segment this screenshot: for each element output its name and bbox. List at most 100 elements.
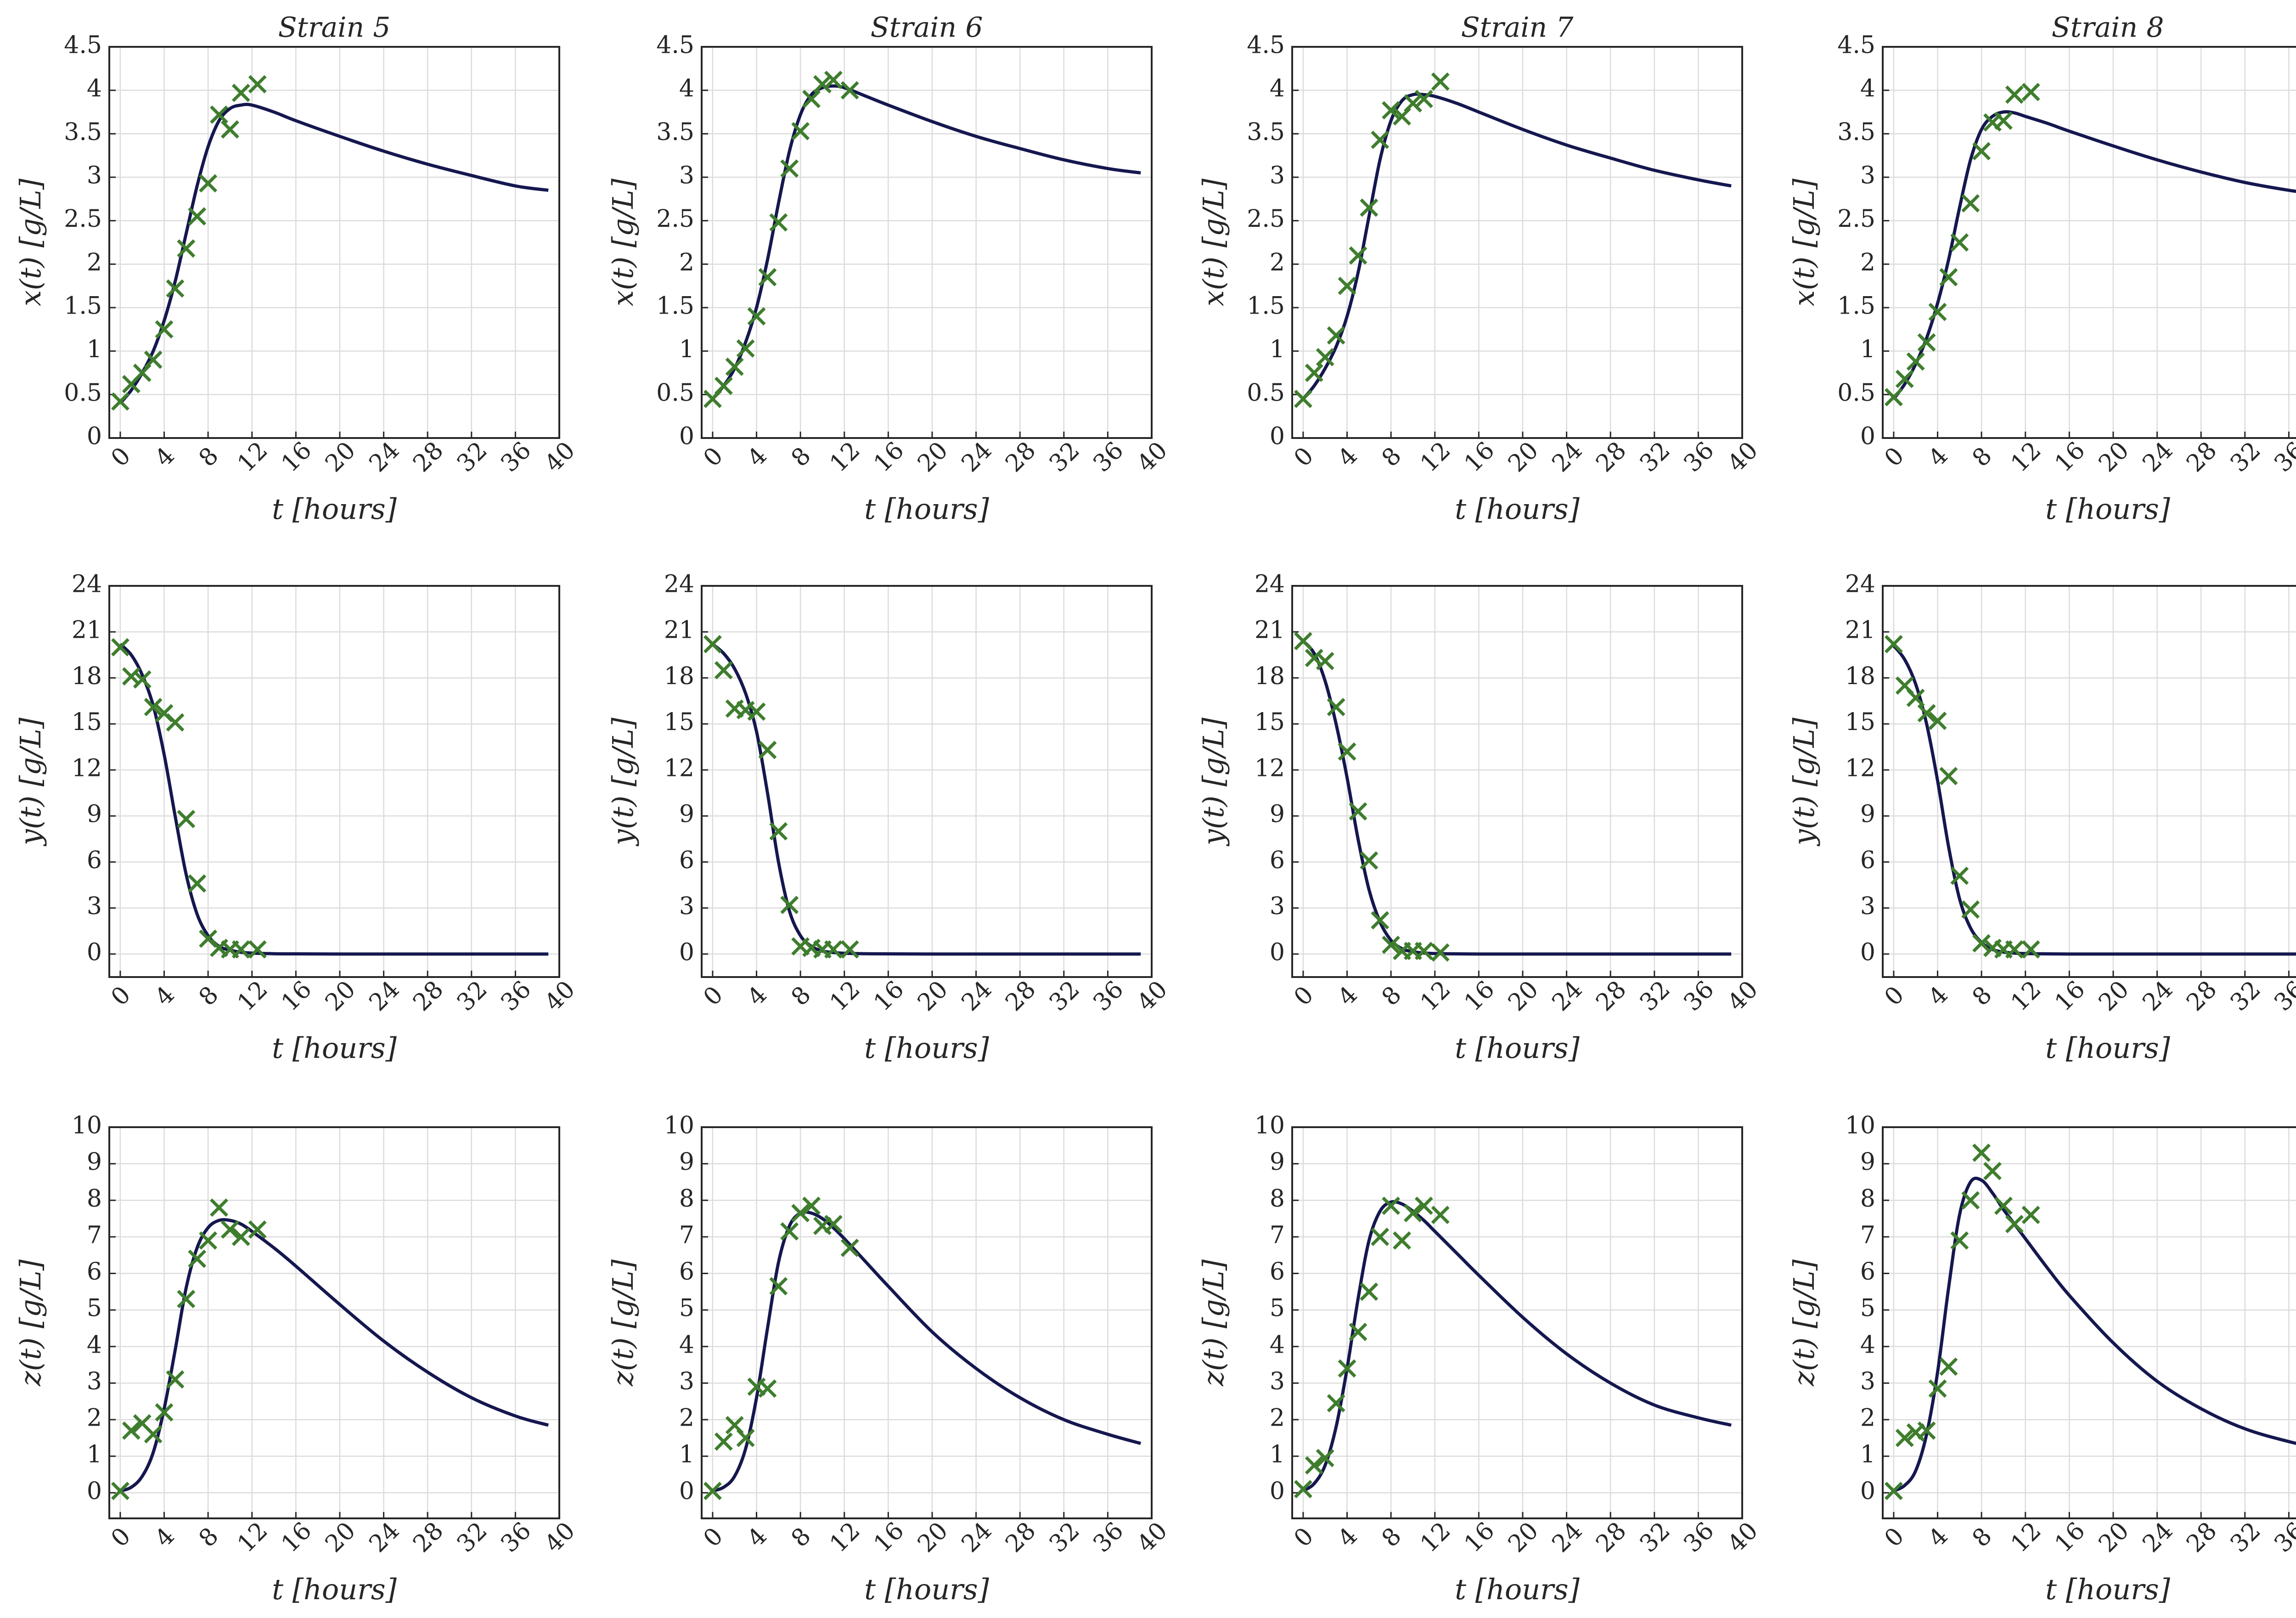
y-tick-label: 0	[1860, 938, 1875, 966]
x-tick-label: 12	[2006, 1517, 2047, 1558]
y-tick-label: 4	[679, 1331, 694, 1359]
y-tick-label: 9	[1270, 1148, 1285, 1176]
observation-point	[166, 279, 185, 298]
panel-title: Strain 5	[278, 11, 391, 44]
observation-point	[1316, 348, 1334, 366]
x-tick-label: 12	[1415, 1517, 1456, 1558]
y-tick-label: 0	[87, 1478, 102, 1505]
observation-point	[1917, 1421, 1936, 1440]
observation-point	[802, 1197, 821, 1215]
panel-title: Strain 8	[2052, 11, 2164, 44]
y-tick-label: 0.5	[1247, 379, 1285, 407]
observation-point	[758, 268, 777, 287]
y-tick-label: 24	[1255, 571, 1285, 598]
y-tick-label: 2	[679, 1405, 694, 1432]
axes-box	[701, 585, 1153, 978]
observation-point	[144, 1425, 163, 1444]
y-tick-label: 2	[1270, 1405, 1285, 1432]
y-tick-label: 0.5	[64, 379, 102, 407]
x-tick-label: 20	[320, 976, 361, 1017]
observation-point	[1305, 1456, 1323, 1475]
axes-box	[701, 46, 1153, 439]
y-axis-label: y(t) [g/L]	[1197, 717, 1230, 847]
x-axis-label: t [hours]	[1455, 492, 1580, 526]
x-tick-label: 20	[1503, 1517, 1544, 1558]
observation-point	[813, 75, 832, 94]
x-axis-label: t [hours]	[2045, 1031, 2170, 1065]
axes-box	[108, 585, 560, 978]
y-tick-label: 7	[1860, 1221, 1875, 1249]
observation-point	[1327, 698, 1345, 716]
y-tick-label: 0	[1860, 423, 1875, 450]
observation-point	[1349, 246, 1367, 265]
y-tick-label: 9	[1860, 1148, 1875, 1176]
x-tick-label: 32	[1635, 976, 1676, 1017]
observation-point	[2005, 940, 2024, 959]
y-tick-label: 6	[1860, 1258, 1875, 1286]
x-tick-label: 16	[2049, 437, 2090, 478]
y-tick-label: 0	[1270, 938, 1285, 966]
x-tick-label: 4	[150, 981, 180, 1011]
y-tick-label: 3.5	[1247, 118, 1285, 146]
x-tick-label: 16	[276, 437, 317, 478]
observation-point	[248, 75, 267, 94]
x-tick-label: 0	[106, 442, 136, 472]
observation-point	[1338, 1359, 1356, 1378]
observation-point	[1371, 911, 1390, 930]
observation-point	[220, 1220, 239, 1239]
x-tick-label: 40	[1132, 976, 1173, 1017]
x-tick-label: 36	[495, 976, 536, 1017]
y-tick-label: 0.5	[656, 379, 694, 407]
observation-point	[780, 159, 799, 178]
y-tick-label: 2.5	[1837, 205, 1875, 233]
observation-point	[840, 940, 859, 959]
y-tick-label: 12	[664, 754, 694, 782]
x-tick-label: 0	[1289, 981, 1319, 1011]
observation-point	[155, 1403, 174, 1422]
y-tick-label: 3	[1270, 893, 1285, 920]
observation-point	[1961, 1191, 1980, 1210]
observation-point	[1414, 1197, 1433, 1215]
observation-point	[111, 638, 129, 657]
y-tick-label: 1	[1270, 336, 1285, 363]
y-axis-label: z(t) [g/L]	[606, 1259, 640, 1387]
x-axis-label: t [hours]	[864, 492, 989, 526]
y-tick-label: 3	[1860, 162, 1875, 190]
plot-area	[1291, 585, 1743, 978]
x-tick-label: 16	[1459, 1517, 1500, 1558]
x-tick-label: 24	[1547, 1517, 1587, 1558]
observation-point	[703, 635, 722, 653]
x-tick-label: 28	[1591, 976, 1632, 1017]
observation-point	[758, 1379, 777, 1398]
observation-point	[1382, 101, 1401, 120]
y-tick-label: 1	[87, 336, 102, 363]
x-tick-label: 28	[2181, 437, 2222, 478]
plot-marks	[111, 1198, 549, 1500]
observation-point	[210, 105, 228, 124]
observation-point	[824, 940, 843, 959]
y-tick-label: 3	[1860, 893, 1875, 920]
observation-point	[802, 90, 821, 108]
observation-point	[1939, 767, 1958, 786]
model-curve	[1893, 1176, 2296, 1493]
plot-area	[701, 46, 1153, 439]
x-tick-label: 8	[1967, 1522, 1998, 1553]
model-curve	[1302, 92, 1732, 400]
plot-marks	[703, 1197, 1142, 1500]
plot-marks	[1884, 1143, 2296, 1500]
x-tick-label: 20	[320, 437, 361, 478]
x-tick-label: 8	[194, 981, 224, 1011]
observation-point	[1360, 1282, 1379, 1301]
observation-point	[1950, 233, 1969, 252]
y-tick-label: 21	[1845, 617, 1875, 644]
y-tick-label: 1	[1270, 1441, 1285, 1468]
x-tick-label: 40	[1132, 437, 1173, 478]
y-tick-label: 10	[1845, 1112, 1875, 1140]
x-tick-label: 28	[2181, 976, 2222, 1017]
observation-point	[177, 809, 196, 828]
x-axis-label: t [hours]	[864, 1573, 989, 1606]
y-tick-label: 15	[1255, 708, 1285, 736]
observation-point	[144, 698, 163, 716]
x-tick-label: 4	[1333, 442, 1363, 472]
